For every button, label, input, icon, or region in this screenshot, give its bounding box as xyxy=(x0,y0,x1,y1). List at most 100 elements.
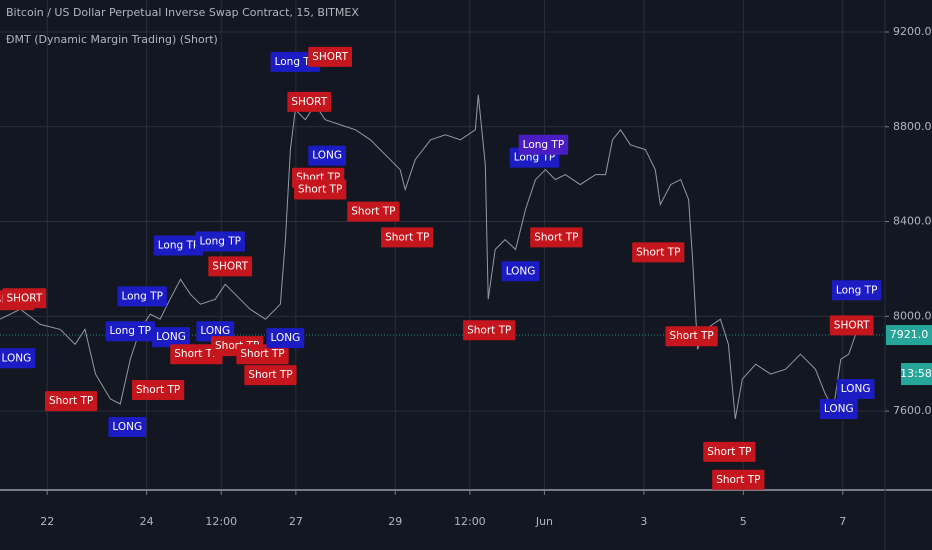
signal-label: Long TP xyxy=(153,235,204,256)
signal-text: Short TP xyxy=(248,369,292,381)
signal-box xyxy=(152,327,190,348)
signal-text: Short TP xyxy=(240,348,284,360)
x-tick-label: 22 xyxy=(40,515,54,528)
signal-box xyxy=(131,380,185,401)
signal-label: LONG xyxy=(266,328,305,349)
signal-label: Short TP xyxy=(294,179,347,200)
x-tick-label: 12:00 xyxy=(205,515,237,528)
signal-text: SHORT xyxy=(291,96,327,108)
last-price-label: 7921.0 xyxy=(890,328,929,341)
countdown-tag xyxy=(901,363,932,386)
signal-box xyxy=(381,227,434,248)
signal-label: LONG xyxy=(308,145,347,166)
signal-label: Short TP xyxy=(381,227,434,248)
signal-label: Short TP xyxy=(632,242,685,263)
signal-label: Long TP xyxy=(518,134,569,155)
signal-box xyxy=(195,231,246,252)
x-tick-label: Jun xyxy=(535,515,553,528)
signal-text: Short TP xyxy=(716,474,760,486)
signal-box xyxy=(0,348,36,369)
x-tick-label: 12:00 xyxy=(454,515,486,528)
signal-box xyxy=(117,286,167,307)
signal-label: Short TP xyxy=(665,326,718,347)
signal-box xyxy=(308,145,347,166)
signal-box xyxy=(463,320,516,341)
signal-box xyxy=(501,261,540,282)
chart-subtitle: ĐMT (Dynamic Margin Trading) (Short) xyxy=(6,33,218,46)
signal-box xyxy=(836,379,875,400)
signal-label: LONG xyxy=(108,416,147,437)
signal-label: LONG xyxy=(819,398,858,419)
signal-label: Long TP xyxy=(195,231,246,252)
signal-box xyxy=(108,416,147,437)
x-tick-label: 29 xyxy=(388,515,402,528)
signal-text: LONG xyxy=(841,383,871,395)
signal-label: Short TP xyxy=(712,469,765,490)
signal-box xyxy=(44,391,98,412)
signal-label: Short TP xyxy=(236,344,289,365)
signal-box xyxy=(244,365,297,386)
signal-label: Short TP xyxy=(131,380,185,401)
signal-text: Long TP xyxy=(110,325,152,337)
signal-label: Long TP xyxy=(831,280,882,301)
signal-text: Short TP xyxy=(174,348,218,360)
signal-text: LONG xyxy=(312,150,342,162)
signal-text: LONG xyxy=(200,325,230,337)
signal-text: Short TP xyxy=(136,384,180,396)
signal-box xyxy=(819,398,858,419)
signal-text: LONG xyxy=(156,331,186,343)
signal-box xyxy=(170,344,223,365)
signal-text: Short TP xyxy=(636,246,680,258)
signal-label: Short TP xyxy=(170,344,223,365)
signal-label: Long TP xyxy=(117,286,167,307)
signal-text: Short TP xyxy=(707,446,751,458)
signal-label: LONG xyxy=(836,379,875,400)
signal-text: Short TP xyxy=(49,395,93,407)
signal-label: SHORT xyxy=(287,91,332,112)
signal-label: Short TP xyxy=(44,391,98,412)
signal-text: Long TP xyxy=(121,290,163,302)
signal-text: LONG xyxy=(271,332,301,344)
signal-box xyxy=(153,235,204,256)
signal-text: Short TP xyxy=(351,206,395,218)
signal-box xyxy=(105,321,156,342)
signal-label: LONG xyxy=(152,327,190,348)
signal-label: Short TP xyxy=(703,441,756,462)
signal-label: LONG xyxy=(0,348,36,369)
signal-box xyxy=(308,46,353,67)
signal-label: SHORT xyxy=(208,256,253,277)
signal-box xyxy=(294,179,347,200)
signal-text: Long TP xyxy=(836,284,878,296)
signal-text: Short TP xyxy=(385,231,429,243)
signal-text: Short TP xyxy=(298,184,342,196)
signal-box xyxy=(2,288,47,309)
signal-label: SHORT xyxy=(308,46,353,67)
signal-box xyxy=(632,242,685,263)
x-tick-label: 3 xyxy=(640,515,647,528)
signal-box xyxy=(712,469,765,490)
signal-text: LONG xyxy=(506,265,536,277)
signal-box xyxy=(208,256,253,277)
last-price-tag xyxy=(886,325,932,346)
signal-box xyxy=(829,315,874,336)
signal-text: Short TP xyxy=(534,231,578,243)
signal-label: Short TP xyxy=(463,320,516,341)
signal-text: LONG xyxy=(2,352,32,364)
signal-text: Long TP xyxy=(158,239,200,251)
signal-box xyxy=(530,227,583,248)
y-tick-label: 9200.0 xyxy=(893,25,932,38)
x-tick-label: 27 xyxy=(289,515,303,528)
signal-text: SHORT xyxy=(6,292,42,304)
y-tick-label: 8000.0 xyxy=(893,309,932,322)
chart-title: Bitcoin / US Dollar Perpetual Inverse Sw… xyxy=(6,6,359,19)
signal-label: Short TP xyxy=(530,227,583,248)
signal-box xyxy=(270,51,321,72)
y-tick-label: 8800.0 xyxy=(893,120,932,133)
signal-box xyxy=(287,91,332,112)
signal-text: LONG xyxy=(824,403,854,415)
x-tick-label: 7 xyxy=(839,515,846,528)
signal-text: Long TP xyxy=(200,235,242,247)
signal-label: Short TP xyxy=(244,365,297,386)
signal-box xyxy=(831,280,882,301)
